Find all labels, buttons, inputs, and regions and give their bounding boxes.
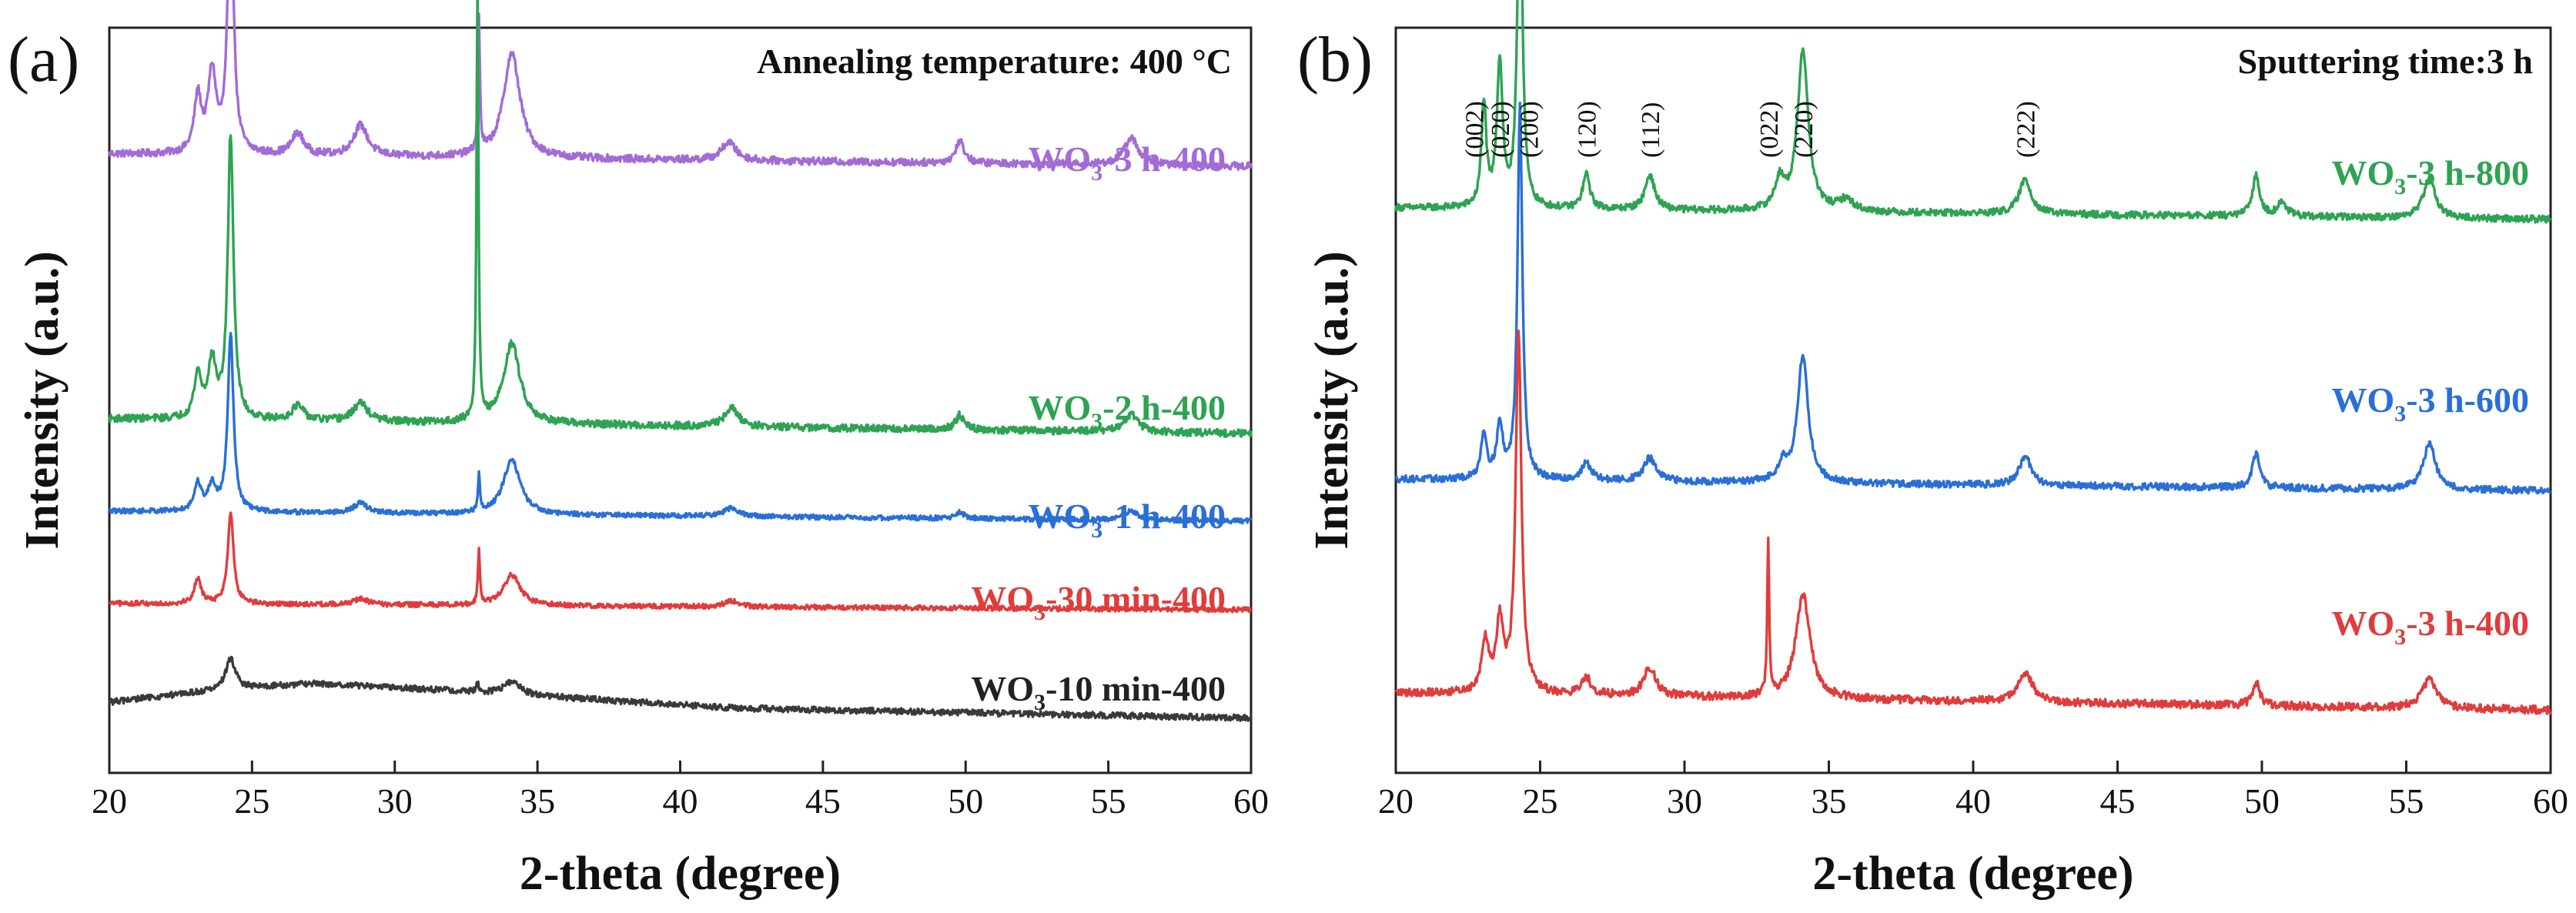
series-line-wo3-3-h-800 (1394, 0, 2552, 224)
x-tick-label: 35 (520, 781, 555, 821)
panel-a: (a) 20 25 30 35 40 45 50 55 60 Annealing tempera… (8, 0, 1269, 900)
x-tick-label: 55 (2389, 781, 2424, 821)
series-line-wo3-3-h-600 (1395, 102, 2551, 495)
peak-label: (220) (1790, 101, 1818, 158)
peak-label: (020) (1487, 101, 1515, 158)
x-tick-label: 20 (1378, 781, 1413, 821)
series-line-wo3-3-h-400 (1394, 329, 2552, 715)
peak-label: (120) (1574, 101, 1602, 158)
peak-label: (112) (1637, 102, 1665, 158)
x-tick-label: 30 (1667, 781, 1702, 821)
x-tick-label: 20 (92, 781, 127, 821)
panel-b-label-600: WO3-3 h-600 (2331, 380, 2529, 426)
panel-b: (b) 20 25 30 35 40 45 50 55 60 (002)(020) (200) (1… (1297, 0, 2568, 900)
panel-b-x-ticks: 20 25 30 35 40 45 50 55 60 (1378, 761, 2568, 821)
x-tick-label: 40 (663, 781, 698, 821)
x-tick-label: 50 (2244, 781, 2280, 821)
panel-a-y-axis-title: Intensity (a.u.) (16, 251, 69, 550)
panel-a-x-axis-title: 2-theta (degree) (520, 848, 841, 900)
panel-a-letter: (a) (8, 24, 79, 95)
x-tick-label: 55 (1091, 781, 1126, 821)
x-tick-label: 50 (948, 781, 983, 821)
series-line-wo3-1-h-400 (109, 332, 1253, 525)
peak-label: (002) (1460, 101, 1489, 158)
x-tick-label: 40 (1955, 781, 1991, 821)
panel-b-peak-labels: (002)(020) (200) (120) (112) (022) (220) (222) (1460, 101, 2040, 158)
x-tick-label: 60 (1233, 781, 1269, 821)
x-tick-label: 60 (2533, 781, 2568, 821)
series-line-wo3-2-h-400 (108, 0, 1253, 438)
panel-a-label-2h: WO3-2 h-400 (1028, 388, 1226, 434)
x-tick-label: 25 (1523, 781, 1558, 821)
x-tick-label: 30 (377, 781, 413, 821)
panel-b-y-axis-title: Intensity (a.u.) (1306, 251, 1358, 550)
series-line-wo3-10-min-400 (108, 655, 1253, 722)
panel-a-label-3h: WO3-3 h-400 (1028, 139, 1226, 186)
peak-label: (200) (1516, 101, 1544, 158)
panel-b-annotation: Sputtering time:3 h (2238, 42, 2533, 81)
panel-b-x-axis-title: 2-theta (degree) (1812, 848, 2133, 900)
peak-label: (022) (1755, 101, 1784, 158)
x-tick-label: 45 (2100, 781, 2136, 821)
panel-b-letter: (b) (1297, 24, 1373, 95)
panel-b-label-400: WO3-3 h-400 (2331, 604, 2529, 650)
panel-a-traces (108, 0, 1253, 722)
panel-a-label-1h: WO3-1 h-400 (1028, 497, 1226, 543)
panel-a-label-30min: WO3-30 min-400 (971, 579, 1226, 625)
panel-b-label-800: WO3-3 h-800 (2331, 153, 2529, 199)
x-tick-label: 25 (234, 781, 269, 821)
panel-a-label-10min: WO3-10 min-400 (971, 669, 1226, 715)
series-line-wo3-30-min-400 (108, 511, 1252, 614)
series-line-wo3-3-h-400 (108, 0, 1253, 171)
panel-a-annotation: Annealing temperature: 400 °C (757, 42, 1232, 81)
x-tick-label: 35 (1812, 781, 1847, 821)
peak-label: (222) (2012, 101, 2041, 158)
panel-b-traces (1394, 0, 2552, 715)
panel-a-x-ticks: 20 25 30 35 40 45 50 55 60 (92, 761, 1269, 821)
x-tick-label: 45 (805, 781, 841, 821)
